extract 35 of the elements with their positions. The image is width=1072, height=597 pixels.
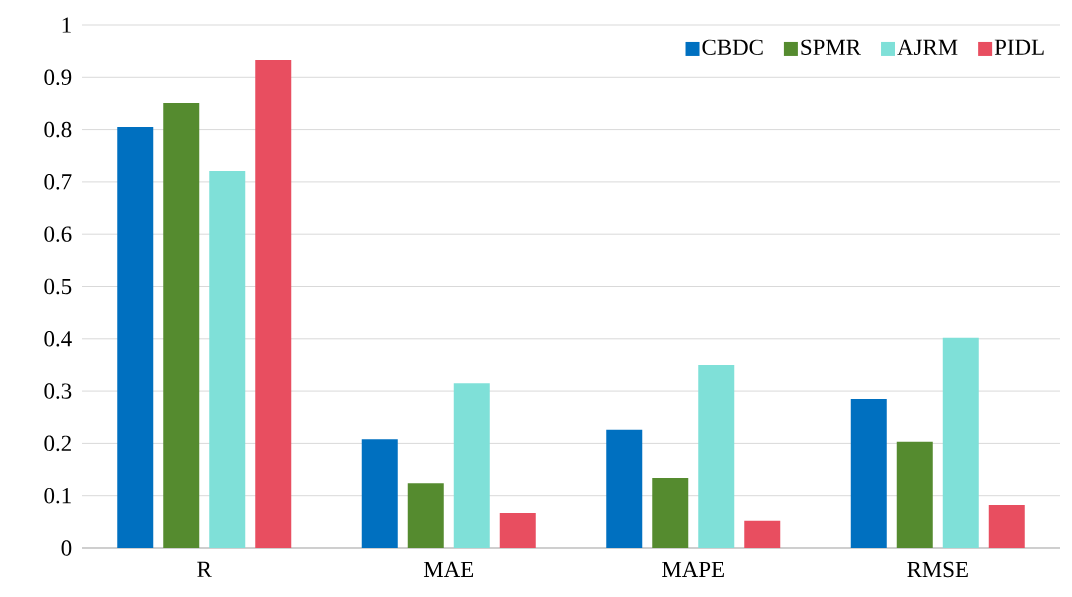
bar — [117, 126, 154, 548]
bar — [698, 364, 735, 548]
y-tick-label: 0.4 — [44, 331, 72, 347]
y-tick-label: 0.2 — [44, 435, 71, 452]
bar — [209, 170, 246, 548]
x-tick-label: MAPE — [662, 561, 724, 577]
bar — [407, 483, 444, 548]
bar — [988, 505, 1025, 548]
y-tick-label: 0 — [61, 540, 72, 556]
y-tick-label: 0.3 — [44, 383, 72, 399]
legend-label: CBDC — [702, 39, 763, 56]
bar — [163, 102, 200, 548]
y-tick-label: 0.1 — [44, 487, 71, 504]
legend-label: SPMR — [801, 39, 861, 56]
legend-label: AJRM — [897, 39, 958, 56]
y-tick-label: 1 — [62, 17, 71, 33]
legend-label: PIDL — [994, 39, 1044, 55]
x-tick-label: R — [197, 561, 212, 577]
bar — [942, 337, 979, 548]
y-tick-label: 0.9 — [44, 69, 72, 86]
x-tick-label: RMSE — [907, 561, 968, 578]
y-tick-label: 0.7 — [44, 174, 72, 190]
bar — [850, 398, 887, 548]
bar — [606, 429, 643, 548]
bar — [453, 383, 490, 548]
y-tick-label: 0.6 — [44, 226, 72, 242]
bar — [499, 512, 536, 548]
bar — [255, 60, 292, 548]
y-tick-label: 0.5 — [44, 278, 72, 295]
y-tick-label: 0.8 — [44, 121, 72, 138]
bar — [744, 520, 781, 548]
x-tick-label: MAE — [423, 561, 474, 577]
bar — [896, 441, 933, 548]
bar — [652, 477, 689, 548]
bar — [361, 439, 398, 548]
